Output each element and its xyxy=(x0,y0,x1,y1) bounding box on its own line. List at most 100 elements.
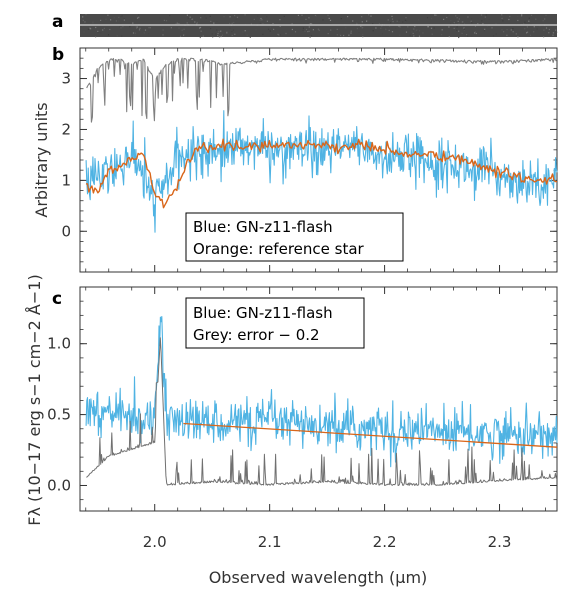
panel-a-noise-pixel xyxy=(308,17,310,19)
panel-a-noise-pixel xyxy=(132,32,135,34)
panel-a-noise-pixel xyxy=(110,19,112,21)
y-tick-label: 1 xyxy=(61,171,71,189)
series-line-gn-z11-flash xyxy=(85,315,558,468)
panel-a-noise-pixel xyxy=(391,18,394,20)
panel-a-noise-pixel xyxy=(181,29,183,31)
panel-a-noise-pixel xyxy=(133,14,135,16)
panel-a-noise-pixel xyxy=(220,30,222,32)
panel-a-noise-pixel xyxy=(210,20,212,22)
panel-a-noise-pixel xyxy=(134,18,136,20)
panel-a-noise-pixel xyxy=(492,35,495,37)
panel-a-noise-pixel xyxy=(129,26,131,28)
panel-a-noise-pixel xyxy=(117,20,119,22)
panel-a-noise-pixel xyxy=(471,18,473,20)
panel-a-noise-pixel xyxy=(148,33,150,35)
panel-c-legend-blue: Blue: GN-z11-flash xyxy=(193,304,333,322)
panel-a-noise-pixel xyxy=(340,34,342,36)
panel-b-legend-orange: Orange: reference star xyxy=(193,240,365,258)
panel-a-noise-pixel xyxy=(196,21,198,24)
panel-a-noise-pixel xyxy=(107,14,109,16)
panel-a-noise-pixel xyxy=(103,27,105,29)
panel-c-legend: Blue: GN-z11-flash Grey: error − 0.2 xyxy=(185,297,365,349)
panel-a-noise-pixel xyxy=(509,15,511,18)
panel-a-noise-pixel xyxy=(134,35,136,37)
panel-a-noise-pixel xyxy=(474,25,477,27)
panel-a-noise-pixel xyxy=(234,33,236,35)
panel-a-noise-pixel xyxy=(109,28,111,31)
panel-a-noise-pixel xyxy=(95,26,97,29)
panel-a-noise-pixel xyxy=(368,14,370,16)
panel-a-noise-pixel xyxy=(327,33,329,35)
panel-a-noise-pixel xyxy=(358,31,360,34)
panel-a-noise-pixel xyxy=(100,19,102,21)
panel-b-legend-blue: Blue: GN-z11-flash xyxy=(193,218,333,236)
panel-b: 0 1 2 3 Arbitrary units Blue: GN-z11-flash … xyxy=(32,47,558,273)
panel-a-noise-pixel xyxy=(413,35,415,37)
panel-a-noise-pixel xyxy=(253,18,255,20)
panel-a-noise-pixel xyxy=(82,20,84,22)
panel-a-noise-pixel xyxy=(388,29,390,31)
panel-a-noise-pixel xyxy=(355,22,358,24)
panel-a-noise-pixel xyxy=(279,19,281,21)
panel-a-noise-pixel xyxy=(495,33,497,35)
panel-a-noise-pixel xyxy=(362,36,364,38)
panel-a-noise-pixel xyxy=(395,27,397,29)
panel-a-noise-pixel xyxy=(463,27,465,29)
panel-a-noise-pixel xyxy=(277,33,279,35)
panel-a-noise-pixel xyxy=(217,32,219,35)
panel-a-noise-pixel xyxy=(510,29,512,31)
panel-a-noise-pixel xyxy=(524,28,526,30)
panel-a-noise-pixel xyxy=(427,26,429,28)
panel-a-noise-pixel xyxy=(501,17,503,19)
panel-a-noise-pixel xyxy=(336,28,338,30)
panel-a-noise-pixel xyxy=(305,18,307,20)
panel-a-noise-pixel xyxy=(304,30,306,32)
panel-a-noise-pixel xyxy=(205,17,207,19)
panel-a-noise-pixel xyxy=(318,29,320,31)
panel-a-noise-pixel xyxy=(121,15,123,17)
panel-a-noise-pixel xyxy=(330,29,332,31)
panel-a-noise-pixel xyxy=(234,15,236,17)
panel-a-noise-pixel xyxy=(199,36,201,39)
panel-a-noise-pixel xyxy=(361,21,363,23)
panel-a-noise-pixel xyxy=(414,25,416,28)
panel-a-noise-pixel xyxy=(515,33,517,35)
x-tick-label: 2.2 xyxy=(373,533,397,551)
panel-a-noise-pixel xyxy=(84,21,86,23)
panel-a-noise-pixel xyxy=(552,34,554,36)
panel-a-noise-pixel xyxy=(548,28,550,31)
y-tick-label: 2 xyxy=(61,120,71,138)
panel-a-noise-pixel xyxy=(169,15,171,17)
panel-a-noise-pixel xyxy=(362,33,364,35)
panel-a-noise-pixel xyxy=(443,18,445,20)
panel-a-noise-pixel xyxy=(416,29,418,31)
panel-a-noise-pixel xyxy=(543,36,545,38)
panel-a-noise-pixel xyxy=(381,33,384,35)
series-line-reference-star xyxy=(85,138,557,209)
panel-a-noise-pixel xyxy=(512,28,514,30)
panel-a-noise-pixel xyxy=(512,31,514,33)
panel-a-noise-pixel xyxy=(232,29,235,31)
panel-a-noise-pixel xyxy=(412,30,414,32)
panel-c: 0.0 0.5 1.0 2.0 2.1 2.2 2.3 Blue: GN-z11-flash… xyxy=(25,274,558,587)
panel-a-noise-pixel xyxy=(176,22,178,24)
panel-a-noise-pixel xyxy=(330,23,332,25)
panel-a-noise-pixel xyxy=(95,36,97,38)
panel-a-noise-pixel xyxy=(312,29,314,31)
panel-a-noise-pixel xyxy=(411,31,413,33)
panel-a-noise-pixel xyxy=(194,21,196,23)
panel-a-noise-pixel xyxy=(527,32,529,34)
x-tick-label: 2.0 xyxy=(143,533,167,551)
panel-a-noise-pixel xyxy=(530,14,533,16)
panel-a-noise-pixel xyxy=(270,30,272,32)
panel-a-noise-pixel xyxy=(448,36,450,38)
panel-a-noise-pixel xyxy=(545,27,548,29)
panel-a-noise-pixel xyxy=(347,16,349,18)
panel-a-noise-pixel xyxy=(380,27,382,29)
panel-a-noise-pixel xyxy=(136,26,138,28)
panel-a-noise-pixel xyxy=(317,28,319,30)
panel-a-noise-pixel xyxy=(366,20,368,22)
panel-a-noise-pixel xyxy=(352,20,354,22)
panel-b-series xyxy=(85,57,558,233)
panel-c-legend-grey: Grey: error − 0.2 xyxy=(193,326,320,344)
